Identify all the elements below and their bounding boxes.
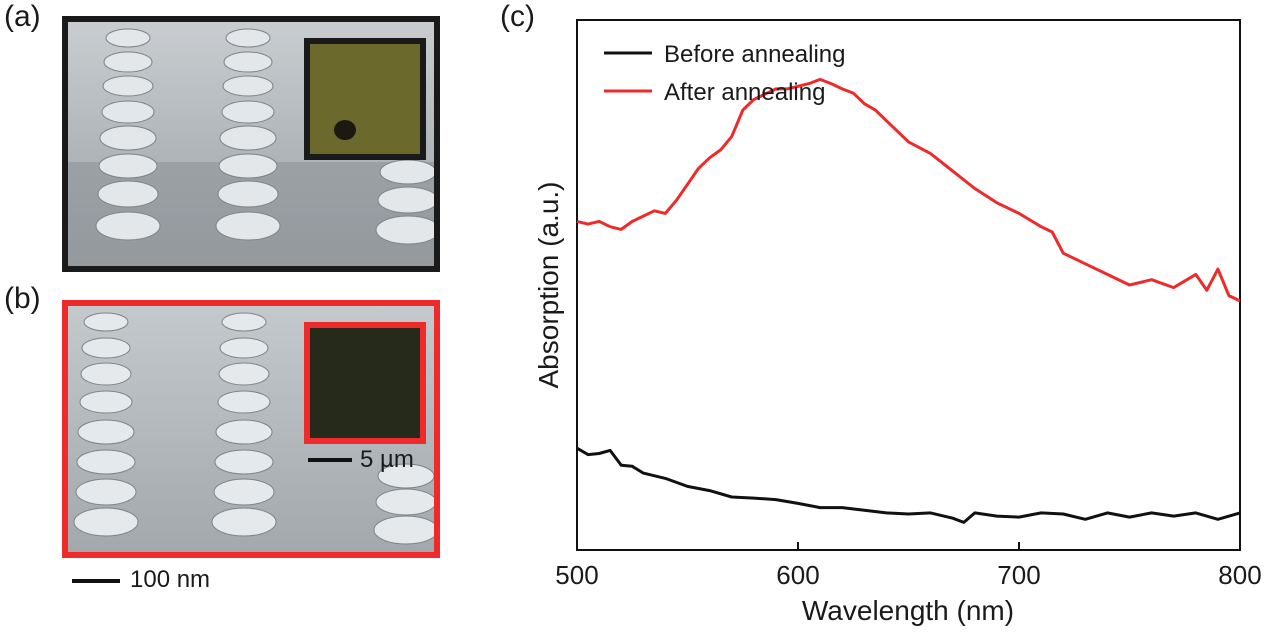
x-tick-label-800: 800 [1218,560,1261,590]
inset-dark-spot [334,120,356,140]
x-tick-label-700: 700 [997,560,1040,590]
panel-b-label: (b) [4,282,41,315]
x-axis-title: Wavelength (nm) [802,595,1014,626]
inset-scale-bar [308,458,352,462]
x-tick-label-500: 500 [555,560,598,590]
sem-image-before [62,16,440,272]
optical-inset-after [304,322,426,444]
series-layer [576,77,1241,524]
x-tick-label-600: 600 [776,560,819,590]
pillar-column-b2 [211,312,277,537]
legend-label-after: After annealing [664,79,825,106]
pillar-column-a3 [375,159,434,245]
sem-image-after: 5 µm [62,300,440,558]
inset-scale-label: 5 µm [360,446,414,473]
pillar-column-b1 [73,312,139,537]
panel-c-label: (c) [500,0,535,33]
series-line-after-annealing [576,77,1241,303]
sem-scale-bar [72,579,120,583]
legend: Before annealing After annealing [604,41,845,106]
sem-scale-label: 100 nm [130,566,211,593]
panel-a-label: (a) [4,0,41,33]
series-line-before-annealing [576,446,1241,524]
pillar-column-a1 [95,28,161,241]
x-axis-ticks: 500 600 700 800 [555,542,1262,590]
y-axis-title: Absorption (a.u.) [533,182,564,389]
pillar-column-a2 [215,28,281,241]
legend-label-before: Before annealing [664,41,845,68]
pillar-column-b3 [373,463,434,545]
optical-inset-before [304,38,426,160]
plot-area-frame [576,19,1241,551]
